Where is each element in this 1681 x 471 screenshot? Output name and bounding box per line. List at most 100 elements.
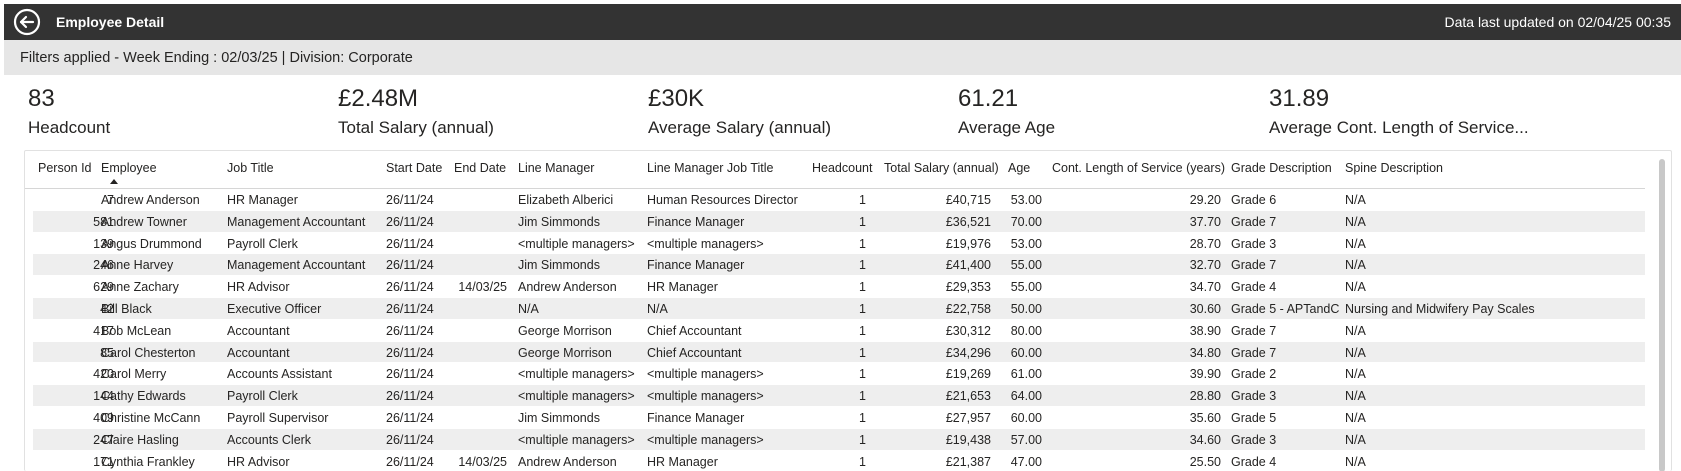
cell-line-manager-job-title: N/A [647, 301, 668, 316]
table-row[interactable]: 629 Anne Zachary HR Advisor 26/11/24 14/03/2… [33, 276, 1645, 298]
cell-line-manager-job-title: <multiple managers> [647, 236, 764, 251]
cell-age: 80.00 [1010, 323, 1042, 338]
column-header-grade-description[interactable]: Grade Description [1231, 161, 1332, 175]
column-header-total-salary[interactable]: Total Salary (annual) [884, 161, 999, 175]
kpi-total-salary: £2.48M Total Salary (annual) [338, 82, 494, 140]
cell-age: 60.00 [1010, 345, 1042, 360]
kpi-value: 31.89 [1269, 85, 1330, 112]
cell-grade-description: Grade 3 [1231, 236, 1277, 251]
cell-length-of-service: 39.90 [1189, 367, 1221, 382]
column-header-age[interactable]: Age [1008, 161, 1031, 175]
cell-total-salary: £21,387 [945, 454, 991, 469]
employee-table: Person Id Employee Job Title Start Date … [24, 150, 1672, 471]
cell-spine-description: N/A [1345, 193, 1366, 207]
cell-spine-description: N/A [1345, 323, 1366, 338]
cell-grade-description: Grade 3 [1231, 432, 1277, 447]
column-header-line-manager[interactable]: Line Manager [518, 161, 595, 175]
cell-length-of-service: 34.80 [1189, 345, 1221, 360]
column-header-line-manager-job-title[interactable]: Line Manager Job Title [647, 161, 774, 175]
cell-line-manager: <multiple managers> [518, 389, 635, 404]
kpi-label: Average Cont. Length of Service... [1269, 118, 1529, 137]
cell-line-manager-job-title: Chief Accountant [647, 345, 742, 360]
cell-employee: Cathy Edwards [101, 389, 186, 404]
cell-line-manager: Andrew Anderson [518, 280, 617, 295]
vertical-scrollbar[interactable] [1659, 159, 1665, 471]
column-header-employee[interactable]: Employee [101, 161, 157, 175]
cell-line-manager: <multiple managers> [518, 432, 635, 447]
cell-grade-description: Grade 3 [1231, 389, 1277, 404]
column-header-length-of-service[interactable]: Cont. Length of Service (years) [1052, 161, 1225, 175]
cell-headcount: 1 [859, 280, 866, 295]
table-row[interactable]: 247 Claire Hasling Accounts Clerk 26/11/24 <… [33, 428, 1645, 451]
column-header-person-id[interactable]: Person Id [38, 161, 92, 175]
cell-grade-description: Grade 4 [1231, 454, 1277, 469]
back-arrow-circle-icon[interactable] [12, 7, 42, 37]
cell-spine-description: N/A [1345, 410, 1366, 425]
cell-length-of-service: 28.80 [1189, 389, 1221, 404]
cell-employee: Carol Chesterton [101, 345, 196, 360]
cell-line-manager: Jim Simmonds [518, 258, 600, 273]
cell-age: 57.00 [1010, 432, 1042, 447]
cell-grade-description: Grade 7 [1231, 214, 1277, 229]
cell-line-manager-job-title: Finance Manager [647, 410, 745, 425]
cell-age: 55.00 [1010, 280, 1042, 295]
column-header-headcount[interactable]: Headcount [812, 161, 873, 175]
cell-age: 53.00 [1010, 236, 1042, 251]
table-row[interactable]: 144 Cathy Edwards Payroll Clerk 26/11/24 <mu… [33, 385, 1645, 407]
cell-grade-description: Grade 4 [1231, 280, 1277, 295]
cell-grade-description: Grade 5 [1231, 410, 1277, 425]
cell-line-manager-job-title: HR Manager [647, 280, 718, 295]
cell-start-date: 26/11/24 [386, 236, 434, 251]
table-row[interactable]: 42 Bill Black Executive Officer 26/11/24 N/A… [33, 297, 1645, 320]
cell-age: 55.00 [1010, 258, 1042, 273]
column-header-spine-description[interactable]: Spine Description [1345, 161, 1443, 175]
table-row[interactable]: 139 Angus Drummond Payroll Clerk 26/11/24 <m… [33, 233, 1645, 255]
kpi-average-salary: £30K Average Salary (annual) [648, 82, 831, 140]
top-bar: Employee Detail Data last updated on 02/… [4, 4, 1681, 40]
column-header-end-date[interactable]: End Date [454, 161, 507, 175]
cell-line-manager: George Morrison [518, 345, 612, 360]
filters-applied-bar: Filters applied - Week Ending : 02/03/25… [4, 40, 1681, 75]
table-row[interactable]: 7 Andrew Anderson HR Manager 26/11/24 Elizab… [33, 189, 1645, 211]
cell-start-date: 26/11/24 [386, 193, 434, 207]
cell-age: 53.00 [1010, 193, 1042, 207]
sort-ascending-icon [110, 179, 118, 184]
cell-total-salary: £30,312 [945, 323, 991, 338]
cell-person-id: 247 [93, 432, 114, 447]
cell-job-title: HR Advisor [227, 454, 290, 469]
table-row[interactable]: 420 Carol Merry Accounts Assistant 26/11/24… [33, 363, 1645, 386]
cell-headcount: 1 [859, 214, 866, 229]
cell-person-id: 42 [100, 301, 114, 316]
cell-start-date: 26/11/24 [386, 389, 434, 404]
cell-total-salary: £21,653 [945, 389, 991, 404]
table-row[interactable]: 171 Cynthia Frankley HR Advisor 26/11/24 14/… [33, 451, 1645, 471]
cell-spine-description: Nursing and Midwifery Pay Scales [1345, 301, 1535, 316]
cell-age: 64.00 [1010, 389, 1042, 404]
table-row[interactable]: 85 Carol Chesterton Accountant 26/11/24 Geor… [33, 341, 1645, 364]
cell-length-of-service: 38.90 [1189, 323, 1221, 338]
cell-job-title: Accounts Assistant [227, 367, 332, 382]
table-row[interactable]: 409 Christine McCann Payroll Supervisor 26/… [33, 407, 1645, 429]
column-header-start-date[interactable]: Start Date [386, 161, 443, 175]
cell-spine-description: N/A [1345, 389, 1366, 404]
cell-length-of-service: 34.70 [1189, 280, 1221, 295]
cell-total-salary: £36,521 [945, 214, 991, 229]
cell-headcount: 1 [859, 345, 866, 360]
cell-job-title: Accountant [227, 345, 290, 360]
kpi-label: Total Salary (annual) [338, 118, 494, 137]
table-row[interactable]: 581 Andrew Towner Management Accountant 26/… [33, 210, 1645, 233]
cell-spine-description: N/A [1345, 214, 1366, 229]
cell-employee: Andrew Anderson [101, 193, 200, 207]
column-header-job-title[interactable]: Job Title [227, 161, 274, 175]
cell-employee: Anne Zachary [101, 280, 179, 295]
cell-line-manager-job-title: <multiple managers> [647, 432, 764, 447]
cell-total-salary: £22,758 [945, 301, 991, 316]
table-row[interactable]: 246 Anne Harvey Management Accountant 26/11… [33, 254, 1645, 277]
cell-spine-description: N/A [1345, 258, 1366, 273]
cell-start-date: 26/11/24 [386, 410, 434, 425]
cell-person-id: 629 [93, 280, 114, 295]
cell-total-salary: £41,400 [945, 258, 991, 273]
cell-job-title: HR Manager [227, 193, 298, 207]
cell-line-manager: <multiple managers> [518, 367, 635, 382]
table-row[interactable]: 417 Bob McLean Accountant 26/11/24 George Mo… [33, 320, 1645, 342]
